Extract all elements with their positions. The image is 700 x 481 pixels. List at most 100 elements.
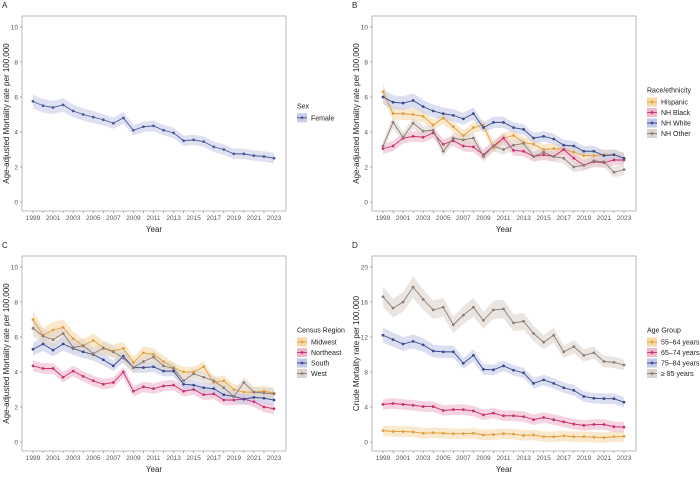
data-point [162, 369, 165, 373]
data-point [502, 432, 505, 436]
data-point [132, 360, 135, 364]
data-point [212, 379, 216, 383]
data-point [431, 128, 435, 132]
legend-label: South [311, 361, 329, 368]
data-point [381, 333, 385, 337]
data-point [142, 385, 145, 389]
data-point [542, 148, 546, 151]
data-point [552, 333, 556, 337]
data-point [492, 120, 495, 124]
data-point [111, 121, 115, 125]
data-point [471, 305, 475, 309]
legend-label: Hispanic [661, 100, 688, 107]
legend-label: Female [311, 115, 334, 122]
legend-key-point [300, 372, 304, 375]
data-point [172, 369, 175, 373]
data-point [512, 368, 515, 372]
data-point [592, 435, 596, 439]
data-point [451, 139, 455, 143]
legend-key-point [650, 372, 654, 375]
data-point [441, 431, 445, 435]
data-point [512, 126, 515, 130]
data-point [512, 414, 515, 418]
data-point [572, 422, 576, 426]
x-tick-label: 2001 [46, 215, 61, 222]
x-tick-label: 2019 [577, 455, 592, 462]
x-tick-label: 2003 [416, 215, 431, 222]
panel-c: C 0 2 4 6 8 10 1999 2001 2003 2005 2007 2009 2011 2013… [2, 241, 345, 474]
data-point [562, 143, 566, 147]
data-point [71, 337, 75, 341]
data-point [532, 381, 536, 385]
data-point [592, 149, 596, 153]
legend-label: NH Black [661, 110, 691, 117]
legend-item: Female [297, 113, 334, 123]
data-point [582, 423, 586, 427]
data-point [401, 430, 405, 433]
data-point [182, 139, 186, 143]
data-point [172, 367, 175, 370]
data-point [222, 398, 226, 402]
data-point [522, 371, 525, 375]
x-tick-label: 2021 [597, 455, 612, 462]
legend-title: Race/ethnicity [647, 88, 691, 95]
legend-item: ≥ 85 years [647, 369, 694, 378]
y-axis-label: Age-adjusted Mortality rate per 100,000 [2, 283, 11, 424]
data-point [512, 143, 515, 147]
panel-letter: A [2, 1, 8, 10]
data-point [431, 431, 435, 435]
y-tick-label: 10 [11, 24, 19, 31]
data-point [542, 153, 546, 157]
data-point [522, 415, 525, 419]
x-tick-label: 2011 [147, 215, 161, 222]
x-tick-label: 2017 [557, 455, 572, 462]
data-point [542, 134, 546, 138]
data-point [471, 126, 475, 130]
data-point [431, 109, 435, 113]
data-point [512, 432, 515, 436]
x-tick-label: 2019 [227, 455, 242, 462]
panel-letter: C [2, 241, 8, 250]
data-point [222, 148, 226, 151]
data-point [502, 136, 505, 140]
data-point [582, 435, 586, 439]
data-point [471, 431, 475, 435]
data-point [272, 392, 276, 396]
data-point [41, 367, 45, 370]
x-tick-label: 2003 [416, 455, 431, 462]
data-point [582, 163, 586, 167]
data-point [562, 148, 566, 151]
x-tick-label: 2013 [516, 455, 531, 462]
data-point [202, 375, 206, 379]
x-tick-label: 1999 [376, 215, 391, 222]
x-tick-label: 2023 [267, 215, 282, 222]
data-point [381, 147, 385, 151]
data-point [81, 350, 85, 354]
data-point [421, 405, 425, 408]
data-point [542, 340, 546, 344]
data-point [111, 364, 115, 368]
data-point [411, 403, 415, 407]
data-point [461, 361, 465, 365]
data-point [602, 360, 606, 363]
data-point [101, 118, 105, 122]
data-point [152, 124, 155, 128]
legend-key-point [300, 116, 304, 120]
data-point [451, 125, 455, 129]
legend-label: ≥ 85 years [661, 371, 694, 378]
data-point [172, 131, 175, 135]
x-tick-label: 2015 [536, 215, 551, 222]
data-point [441, 305, 445, 309]
data-point [572, 345, 576, 349]
panel-letter: B [352, 1, 357, 10]
data-point [101, 358, 105, 362]
data-point [51, 367, 55, 370]
data-point [552, 418, 556, 422]
y-tick-label: 4 [14, 129, 18, 136]
data-point [222, 386, 226, 390]
legend-key-point [650, 100, 654, 104]
data-point [612, 158, 616, 162]
data-point [482, 318, 485, 322]
panel-d: D 0 4 8 12 16 20 1999 2001 2003 2005 2007 2009 2011 20… [352, 241, 700, 474]
data-point [202, 393, 206, 397]
